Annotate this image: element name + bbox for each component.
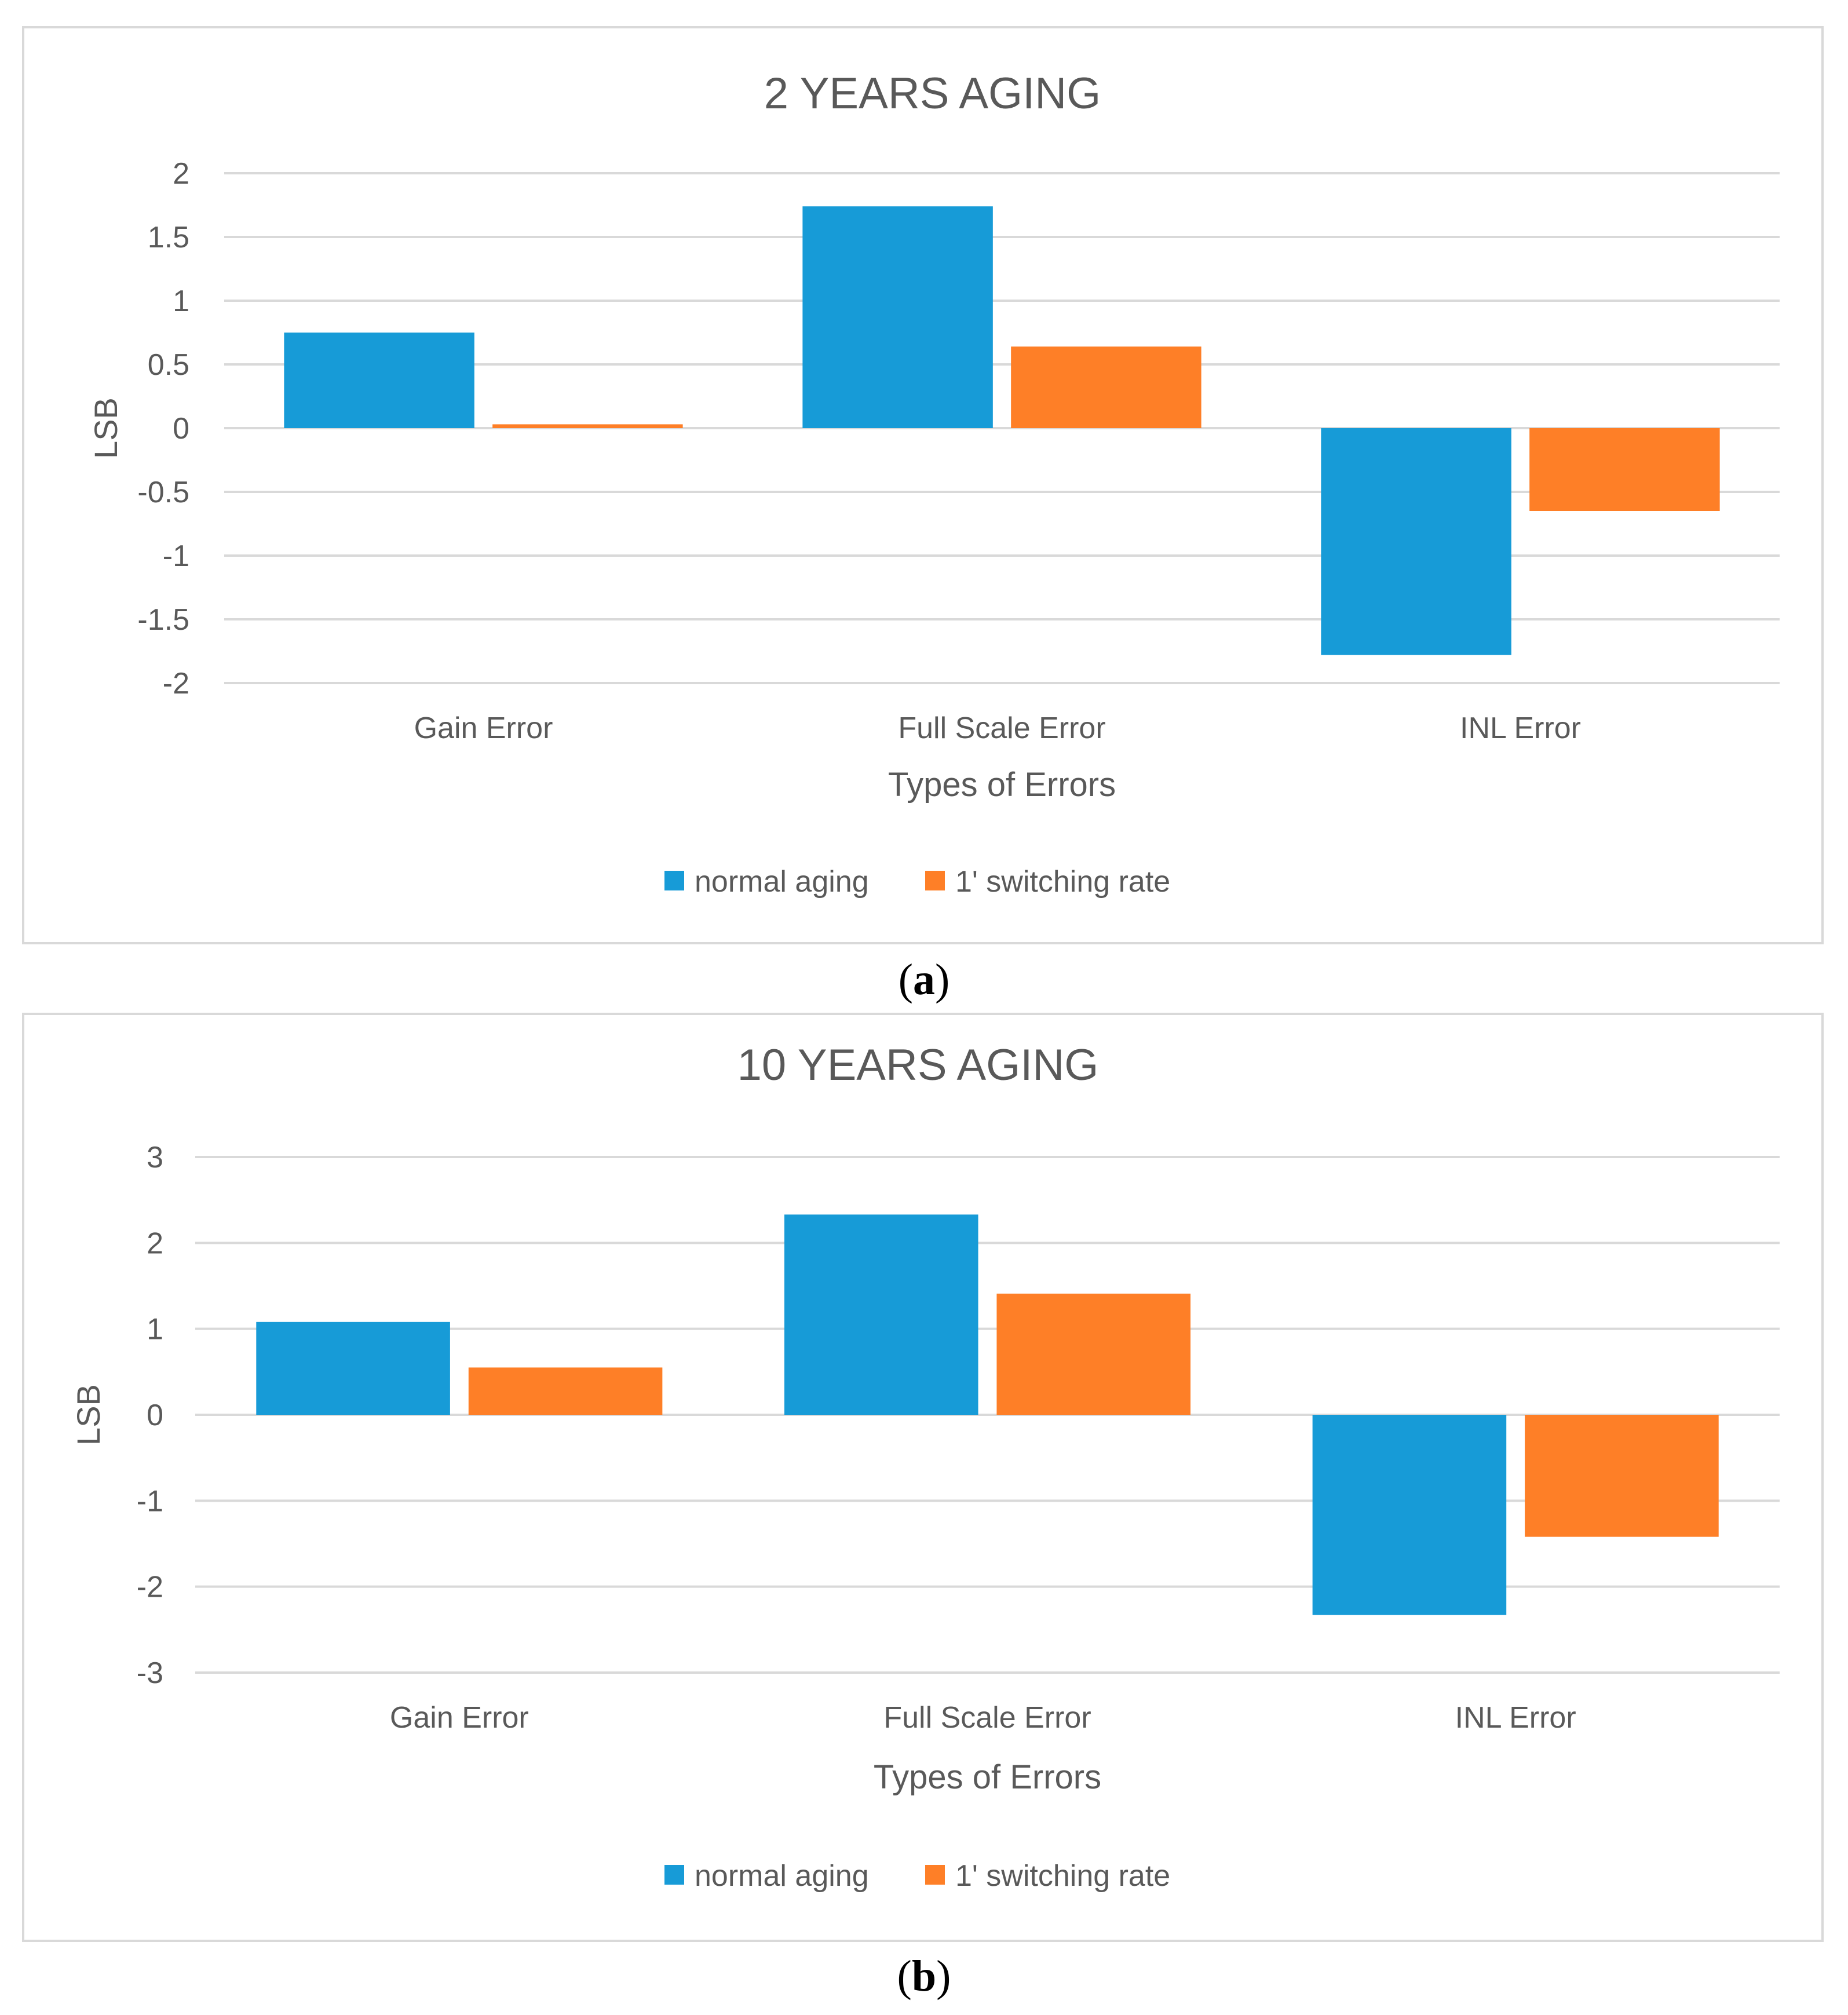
- chart1-y-tick-label: -1.5: [137, 603, 189, 637]
- chart-10-years-aging: 10 YEARS AGING 3 2 1 0 -1 -2 -3 Gain Error Full S…: [70, 1041, 1780, 1893]
- chart1-x-tick-label: INL Error: [1460, 711, 1581, 745]
- chart2-x-axis-label: Types of Errors: [874, 1758, 1101, 1796]
- chart1-bar-1-switching-rate-full-scale-error: [1011, 346, 1201, 428]
- chart2-legend-label-normal-aging: normal aging: [695, 1859, 869, 1893]
- chart2-bar-normal-aging-gain-error: [256, 1322, 450, 1415]
- chart2-bar-normal-aging-inl-error: [1312, 1415, 1507, 1615]
- chart2-y-tick-label: 3: [147, 1141, 163, 1174]
- chart1-legend-label-1-switching-rate: 1' switching rate: [955, 865, 1170, 899]
- caption-a: (a): [898, 955, 950, 1004]
- chart1-x-tick-label: Full Scale Error: [898, 711, 1105, 745]
- chart1-legend-swatch-normal-aging: [664, 871, 684, 890]
- chart1-bar-1-switching-rate-gain-error: [492, 424, 683, 428]
- chart1-y-tick-label: -2: [163, 667, 189, 700]
- chart1-bar-normal-aging-gain-error: [284, 333, 474, 428]
- chart1-x-axis-label: Types of Errors: [888, 766, 1116, 804]
- chart2-legend-label-1-switching-rate: 1' switching rate: [955, 1859, 1170, 1893]
- caption-a-letter: a: [913, 955, 935, 1004]
- chart2-y-tick-label: 0: [147, 1399, 163, 1432]
- chart2-bar-1-switching-rate-gain-error: [468, 1367, 663, 1415]
- chart2-x-tick-label: Gain Error: [390, 1701, 529, 1735]
- chart2-bar-1-switching-rate-inl-error: [1525, 1415, 1719, 1537]
- chart1-y-tick-label: 2: [173, 157, 189, 191]
- chart1-legend-swatch-1-switching-rate: [925, 871, 945, 890]
- chart1-y-axis-label: LSB: [87, 397, 124, 459]
- chart2-y-axis-label: LSB: [70, 1384, 107, 1445]
- chart1-y-tick-label: 1.5: [148, 221, 189, 254]
- chart1-y-tick-label: -0.5: [137, 476, 189, 509]
- chart2-title: 10 YEARS AGING: [737, 1041, 1099, 1090]
- chart2-legend-swatch-1-switching-rate: [925, 1865, 945, 1885]
- chart2-x-tick-label: INL Error: [1455, 1701, 1576, 1735]
- chart1-y-tick-label: -1: [163, 539, 189, 573]
- chart1-bar-normal-aging-full-scale-error: [802, 206, 993, 428]
- caption-b: (b): [897, 1952, 951, 2001]
- chart2-y-tick-label: 2: [147, 1226, 163, 1260]
- chart2-bar-normal-aging-full-scale-error: [784, 1214, 978, 1415]
- chart2-legend-swatch-normal-aging: [664, 1865, 684, 1885]
- chart2-y-tick-label: -2: [137, 1571, 163, 1604]
- chart1-bar-1-switching-rate-inl-error: [1529, 428, 1720, 511]
- chart1-y-tick-label: 1: [173, 284, 189, 318]
- chart1-x-tick-label: Gain Error: [414, 711, 553, 745]
- caption-b-letter: b: [911, 1952, 937, 2001]
- chart2-y-tick-label: 1: [147, 1313, 163, 1346]
- chart1-legend-label-normal-aging: normal aging: [695, 865, 869, 899]
- chart2-y-tick-label: -3: [137, 1656, 163, 1690]
- chart1-y-tick-label: 0.5: [148, 348, 189, 382]
- chart1-title: 2 YEARS AGING: [764, 69, 1101, 118]
- chart1-bar-normal-aging-inl-error: [1321, 428, 1511, 655]
- chart-panel-2-years: 2 YEARS AGING 2 1.5 1 0.5 0 -0.5 -1 -1.5 -2 Gain E…: [22, 26, 1824, 944]
- chart-2-years-aging: 2 YEARS AGING 2 1.5 1 0.5 0 -0.5 -1 -1.5 -2 Gain E…: [87, 69, 1780, 899]
- chart-panel-10-years: 10 YEARS AGING 3 2 1 0 -1 -2 -3 Gain Error Full S…: [22, 1013, 1824, 1942]
- chart2-x-tick-label: Full Scale Error: [883, 1701, 1091, 1735]
- chart2-y-tick-label: -1: [137, 1484, 163, 1518]
- chart2-bar-1-switching-rate-full-scale-error: [996, 1293, 1191, 1415]
- chart1-y-tick-label: 0: [173, 412, 189, 446]
